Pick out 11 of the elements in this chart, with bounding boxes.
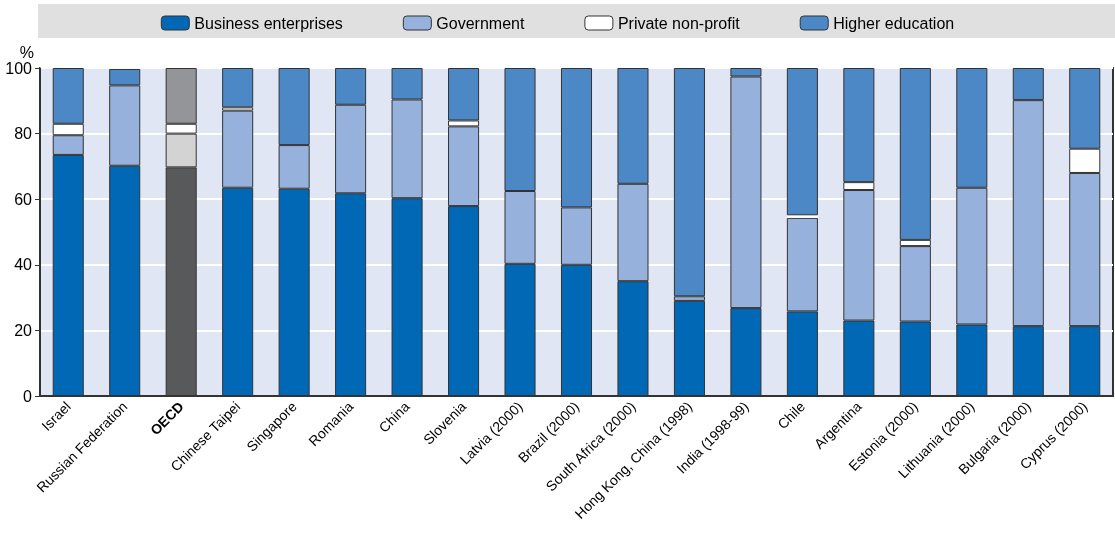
legend-label: Higher education <box>833 14 955 32</box>
legend-label: Government <box>436 14 525 32</box>
y-tick-label: 40 <box>14 256 33 274</box>
y-tick-label: 20 <box>14 321 33 339</box>
y-tick-label: 0 <box>23 387 33 405</box>
legend-label: Private non-profit <box>617 14 741 32</box>
y-tick-label: 80 <box>14 125 33 143</box>
y-tick-label: 100 <box>5 59 33 77</box>
y-tick-label: 60 <box>14 190 33 208</box>
y-axis-title: % <box>19 43 34 61</box>
legend-label: Business enterprises <box>194 14 343 32</box>
